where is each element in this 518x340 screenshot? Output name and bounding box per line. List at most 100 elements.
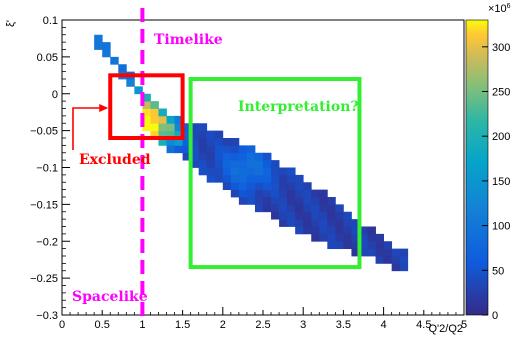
heatmap-cell (206, 167, 216, 176)
colorbar: 0 50 100 150 200 250 300 ×106 (465, 3, 511, 322)
heatmap-cell (254, 189, 264, 198)
heatmap-cell (367, 226, 376, 235)
heatmap-cell (359, 233, 368, 242)
heatmap-cell (238, 174, 248, 183)
heatmap-cell (399, 248, 409, 257)
heatmap-cell (327, 197, 336, 205)
heatmap-cell (174, 115, 183, 124)
heatmap-cell (230, 189, 240, 198)
heatmap-cell (391, 248, 401, 257)
heatmap-cell (343, 219, 352, 227)
heatmap-cell (110, 56, 119, 65)
x-axis: 0 0.5 1 1.5 2 2.5 3 3.5 4 4.5 5 (59, 307, 467, 331)
heatmap-cell (222, 182, 232, 191)
heatmap-cell (182, 123, 192, 132)
heatmap-cell (279, 219, 288, 227)
heatmap-cell (150, 130, 159, 139)
heatmap-cell (174, 145, 183, 154)
heatmap-cell (230, 174, 240, 183)
heatmap-cell (166, 123, 175, 132)
heatmap-cell (214, 167, 224, 176)
heatmap-cell (206, 160, 216, 168)
heatmap-cell (383, 256, 393, 264)
y-axis-title: ξ' (5, 20, 17, 27)
heatmap-cell (319, 204, 328, 213)
heatmap-cell (335, 233, 344, 242)
heatmap-cell (359, 226, 368, 235)
heatmap-cell (279, 197, 288, 205)
excluded-box (108, 73, 185, 140)
heatmap-cell (230, 167, 240, 176)
heatmap-cell (343, 241, 352, 250)
heatmap-cell (214, 152, 224, 161)
interpretation-box (188, 77, 362, 270)
x-tick-label: 1 (139, 319, 145, 331)
heatmap-cell (238, 197, 248, 205)
x-tick-label: 3.5 (336, 319, 351, 331)
heatmap-cell (311, 204, 320, 213)
heatmap-cell (375, 248, 384, 257)
heatmap-cell (279, 204, 288, 213)
heatmap-cell (246, 145, 256, 154)
heatmap-cell (279, 182, 288, 191)
heatmap-cell (271, 211, 280, 220)
heatmap-cell (351, 241, 360, 250)
heatmap-cell (238, 145, 248, 154)
heatmap-cell (214, 145, 224, 154)
colorbar-tick-label: 0 (492, 310, 498, 322)
heatmap-cell (246, 152, 256, 161)
colorbar-tick-label: 50 (492, 265, 504, 277)
heatmap-cell (319, 219, 328, 227)
heatmap-cell (238, 182, 248, 191)
heatmap-cell (94, 34, 103, 43)
heatmap-cell (343, 226, 352, 235)
heatmap-cell (335, 204, 344, 213)
heatmap-cell (254, 160, 264, 168)
x-tick-label: 2.5 (255, 319, 270, 331)
heatmap-cell (190, 160, 200, 168)
heatmap-cell (142, 115, 151, 124)
heatmap-cell (263, 167, 272, 176)
heatmap-cell (303, 197, 312, 205)
heatmap-cell (254, 204, 264, 213)
heatmap-cell (287, 219, 296, 227)
excluded-label: Excluded (79, 152, 151, 168)
heatmap-cell (287, 189, 296, 198)
y-tick-label: −0.2 (36, 236, 58, 248)
heatmap-cell (311, 211, 320, 220)
heatmap-cell (214, 160, 224, 168)
heatmap-cell (182, 152, 192, 161)
heatmap-cell (335, 241, 344, 250)
heatmap-cell (198, 152, 208, 161)
heatmap-cell (311, 233, 320, 242)
heatmap-cell (230, 138, 240, 146)
heatmap-cell (351, 219, 360, 227)
heatmap-cell (367, 248, 376, 257)
heatmap-cell (134, 86, 143, 95)
heatmap-cell (102, 42, 111, 50)
heatmap-cell (166, 130, 175, 139)
heatmap-cell (271, 182, 280, 191)
heatmap-cell (287, 204, 296, 213)
heatmap-cell (391, 263, 401, 272)
heatmap-cell (383, 241, 393, 250)
heatmap-cell (279, 174, 288, 183)
heatmap-cell (327, 226, 336, 235)
heatmap-cell (238, 152, 248, 161)
heatmap-cell (94, 42, 103, 50)
y-tick-label: 0.1 (43, 15, 58, 27)
heatmap-cell (311, 219, 320, 227)
heatmap-cell (335, 219, 344, 227)
heatmap-cell (142, 123, 151, 132)
heatmap-cell (303, 219, 312, 227)
heatmap-cell (238, 167, 248, 176)
colorbar-tick-label: 250 (492, 87, 510, 99)
heatmap-cell (150, 123, 159, 132)
y-tick-label: −0.1 (36, 163, 58, 175)
heatmap-cell (174, 138, 183, 146)
heatmap-cell (254, 152, 264, 161)
heatmap-cell (158, 130, 167, 139)
heatmap-cell (230, 160, 240, 168)
heatmap-cell (375, 256, 384, 264)
x-tick-label: 0 (59, 319, 65, 331)
